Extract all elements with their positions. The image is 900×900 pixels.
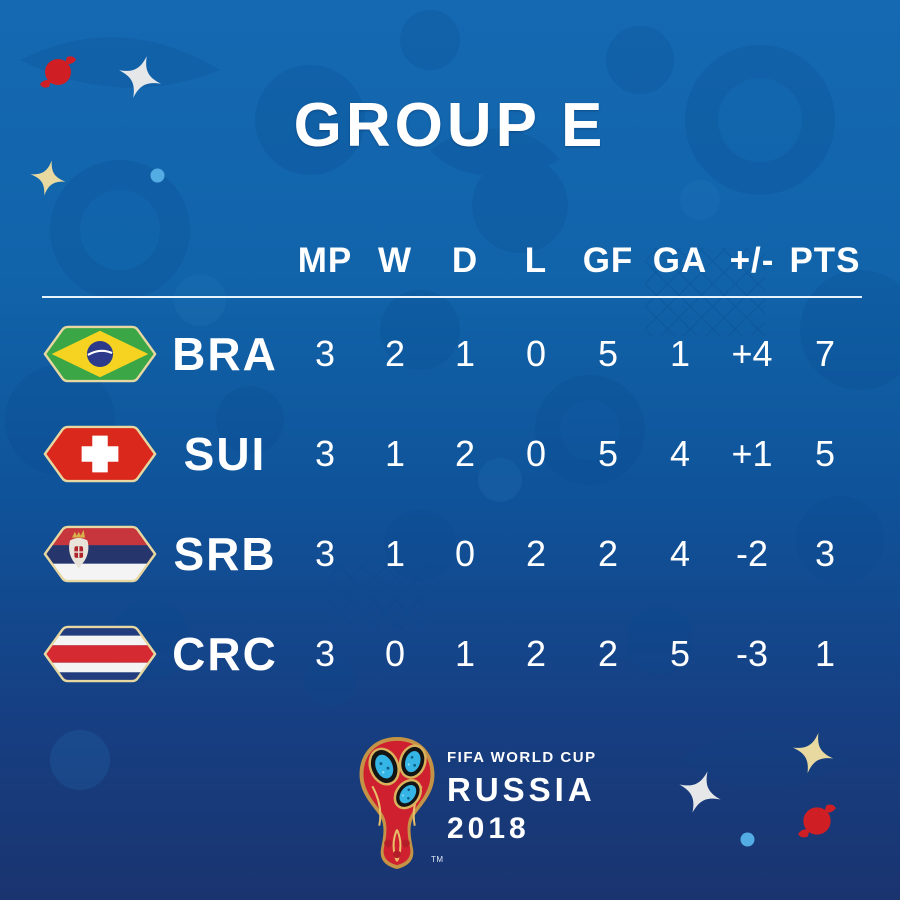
cell-mp: 3 [314,533,336,574]
cell-w: 1 [384,433,406,474]
switzerland-flag-icon [43,425,157,483]
cell-l: 0 [525,433,547,474]
cell-ga: 4 [669,433,691,474]
red-swirl-icon [798,804,836,838]
column-header-ga: GA [652,241,708,280]
logo-year: 2018 [447,812,530,845]
cell-d: 1 [454,333,476,374]
cell-w: 0 [384,633,406,674]
logo-text-block: FIFA WORLD CUP RUSSIA 2018 [447,749,597,846]
cell-l: 2 [525,633,547,674]
cell-gd: -2 [735,533,768,574]
cell-w: 1 [384,533,406,574]
fifa-world-cup-logo: TM FIFA WORLD CUP RUSSIA 2018 [352,735,662,875]
cell-gf: 5 [597,333,619,374]
cell-ga: 5 [669,633,691,674]
table-header-row: MP W D L GF GA +/- PTS [42,226,862,298]
column-header-mp: MP [297,241,353,280]
cell-pts: 5 [814,433,836,474]
table-row-brazil: BRA 3 2 1 0 5 1 +4 7 [42,304,862,404]
logo-fifa-world-cup: FIFA WORLD CUP [447,749,597,766]
cell-d: 2 [454,433,476,474]
cell-gf: 5 [597,433,619,474]
cell-pts: 7 [814,333,836,374]
team-code: BRA [172,328,278,380]
cell-mp: 3 [314,333,336,374]
cell-d: 0 [454,533,476,574]
cell-gd: +1 [731,433,773,474]
cell-gf: 2 [597,533,619,574]
serbia-crest [69,529,89,569]
trademark-symbol: TM [431,855,444,864]
column-header-l: L [524,241,548,280]
cell-ga: 1 [669,333,691,374]
blue-dot-icon [740,832,755,847]
cell-l: 2 [525,533,547,574]
brazil-flag-icon [43,325,157,383]
column-header-gd: +/- [729,241,775,280]
costa-rica-flag-icon [43,625,157,683]
table-row-costa-rica: CRC 3 0 1 2 2 5 -3 1 [42,604,862,704]
cell-w: 2 [384,333,406,374]
column-header-gf: GF [582,241,634,280]
cell-gd: -3 [735,633,768,674]
cell-l: 0 [525,333,547,374]
blue-dot-icon [150,168,165,183]
table-row-switzerland: SUI 3 1 2 0 5 4 +1 5 [42,404,862,504]
cell-gf: 2 [597,633,619,674]
team-code: CRC [172,628,278,680]
column-header-w: W [377,241,413,280]
page-title: GROUP E [293,91,607,160]
gold-star-icon [30,160,66,196]
world-cup-trophy-icon [359,736,435,870]
standings-table: MP W D L GF GA +/- PTS [42,226,862,704]
red-swirl-icon [40,56,76,88]
cell-mp: 3 [314,633,336,674]
silver-star-icon [679,771,721,813]
team-code: SRB [173,528,277,580]
cell-ga: 4 [669,533,691,574]
cell-d: 1 [454,633,476,674]
column-header-d: D [451,241,479,280]
table-row-serbia: SRB 3 1 0 2 2 4 -2 3 [42,504,862,604]
column-header-pts: PTS [789,241,861,280]
table-body: BRA 3 2 1 0 5 1 +4 7 [42,298,862,704]
serbia-flag-icon [43,525,157,583]
cell-mp: 3 [314,433,336,474]
cell-gd: +4 [731,333,773,374]
cell-pts: 1 [814,633,836,674]
gold-star-icon [792,732,834,774]
cell-pts: 3 [814,533,836,574]
logo-russia: RUSSIA [447,771,596,808]
team-code: SUI [183,428,267,480]
